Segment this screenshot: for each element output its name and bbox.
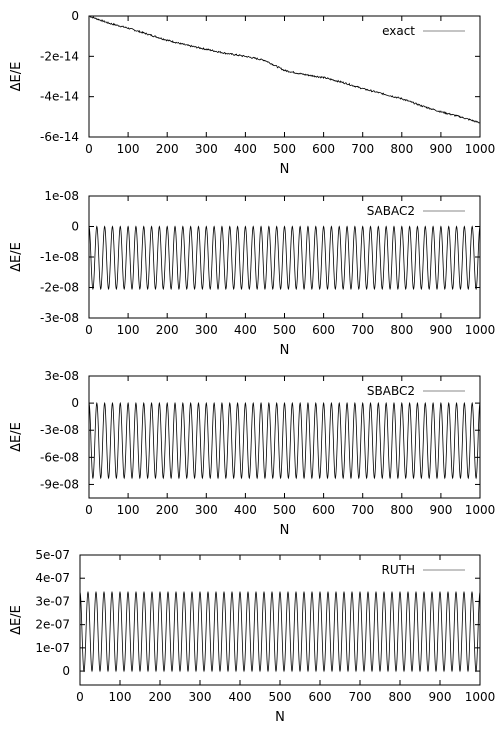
x-tick-label: 300 bbox=[195, 142, 218, 156]
plot-frame bbox=[88, 15, 481, 138]
y-tick-label: 4e-07 bbox=[35, 571, 70, 585]
x-tick-label: 500 bbox=[273, 323, 296, 337]
y-tick-label: 5e-07 bbox=[35, 548, 70, 562]
x-tick-label: 200 bbox=[149, 690, 172, 704]
y-tick-label: 0 bbox=[71, 220, 79, 234]
y-tick-label: 3e-08 bbox=[44, 369, 79, 383]
x-tick-label: 900 bbox=[429, 323, 452, 337]
x-tick-label: 1000 bbox=[465, 503, 496, 517]
y-tick-label: 3e-07 bbox=[35, 594, 70, 608]
x-tick-label: 700 bbox=[351, 323, 374, 337]
x-tick-label: 0 bbox=[85, 142, 93, 156]
x-tick-label: 100 bbox=[117, 503, 140, 517]
x-tick-label: 1000 bbox=[465, 690, 496, 704]
legend-label: SABAC2 bbox=[367, 204, 415, 218]
x-axis-label: N bbox=[280, 523, 290, 538]
x-tick-label: 100 bbox=[109, 690, 132, 704]
x-tick-label: 800 bbox=[390, 503, 413, 517]
plot-frame bbox=[88, 195, 481, 319]
x-tick-label: 600 bbox=[309, 690, 332, 704]
x-tick-label: 700 bbox=[349, 690, 372, 704]
x-tick-label: 100 bbox=[117, 323, 140, 337]
x-axis-label: N bbox=[280, 343, 290, 358]
y-tick-label: -3e-08 bbox=[40, 311, 79, 325]
x-tick-label: 800 bbox=[390, 323, 413, 337]
y-tick-label: -2e-14 bbox=[40, 49, 79, 63]
y-tick-label: -2e-08 bbox=[40, 281, 79, 295]
x-tick-label: 300 bbox=[195, 323, 218, 337]
y-tick-label: -6e-08 bbox=[40, 450, 79, 464]
x-tick-label: 600 bbox=[312, 503, 335, 517]
x-tick-label: 200 bbox=[156, 142, 179, 156]
legend-label: exact bbox=[382, 24, 415, 38]
chart-panel-1: 0 100 200 300 400 500 600 700 800 900 1000 0 -2e-14 -… bbox=[9, 9, 495, 177]
x-tick-label: 500 bbox=[269, 690, 292, 704]
x-tick-label: 800 bbox=[389, 690, 412, 704]
x-tick-label: 200 bbox=[156, 323, 179, 337]
series-line-sbabc2 bbox=[88, 401, 481, 480]
series-line-ruth bbox=[79, 590, 481, 673]
x-tick-label: 700 bbox=[351, 142, 374, 156]
y-tick-label: 0 bbox=[71, 9, 79, 23]
x-tick-label: 900 bbox=[429, 503, 452, 517]
x-tick-label: 200 bbox=[156, 503, 179, 517]
x-tick-label: 300 bbox=[189, 690, 212, 704]
x-tick-label: 500 bbox=[273, 142, 296, 156]
x-tick-label: 100 bbox=[117, 142, 140, 156]
x-tick-label: 300 bbox=[195, 503, 218, 517]
x-tick-label: 1000 bbox=[465, 142, 496, 156]
x-tick-label: 0 bbox=[76, 690, 84, 704]
chart-panel-2: 0 100 200 300 400 500 600 700 800 900 1000 1e-08 0 -1… bbox=[9, 189, 495, 358]
y-tick-label: -9e-08 bbox=[40, 477, 79, 491]
y-tick-label: -4e-14 bbox=[40, 90, 79, 104]
chart-panel-3: 0 100 200 300 400 500 600 700 800 900 1000 3e-08 0 -3… bbox=[9, 369, 495, 538]
y-tick-label: 2e-07 bbox=[35, 618, 70, 632]
y-tick-label: -3e-08 bbox=[40, 423, 79, 437]
x-tick-label: 400 bbox=[234, 503, 257, 517]
x-axis-label: N bbox=[275, 710, 285, 725]
x-tick-label: 900 bbox=[429, 690, 452, 704]
plot-frame bbox=[88, 375, 481, 499]
y-axis-label: ΔE/E bbox=[9, 605, 24, 635]
y-axis-label: ΔE/E bbox=[9, 62, 24, 92]
x-tick-label: 700 bbox=[351, 503, 374, 517]
x-tick-label: 0 bbox=[85, 503, 93, 517]
y-tick-label: 0 bbox=[71, 396, 79, 410]
x-tick-label: 800 bbox=[390, 142, 413, 156]
x-tick-label: 600 bbox=[312, 323, 335, 337]
plot-frame bbox=[79, 554, 481, 686]
y-axis-label: ΔE/E bbox=[9, 242, 24, 272]
x-tick-label: 400 bbox=[234, 323, 257, 337]
x-tick-label: 900 bbox=[429, 142, 452, 156]
y-tick-label: 0 bbox=[62, 664, 70, 678]
legend-label: RUTH bbox=[382, 563, 415, 577]
y-axis-label: ΔE/E bbox=[9, 422, 24, 452]
x-tick-label: 1000 bbox=[465, 323, 496, 337]
x-tick-label: 400 bbox=[229, 690, 252, 704]
chart-panel-4: 0 100 200 300 400 500 600 700 800 900 1000 5e-07 4e-… bbox=[9, 548, 495, 725]
y-tick-label: -6e-14 bbox=[40, 130, 79, 144]
series-line-exact bbox=[88, 15, 481, 124]
x-tick-label: 600 bbox=[312, 142, 335, 156]
x-tick-label: 400 bbox=[234, 142, 257, 156]
legend-label: SBABC2 bbox=[367, 384, 415, 398]
x-tick-label: 500 bbox=[273, 503, 296, 517]
x-tick-label: 0 bbox=[85, 323, 93, 337]
y-tick-label: -1e-08 bbox=[40, 250, 79, 264]
y-tick-label: 1e-07 bbox=[35, 641, 70, 655]
series-line-sabac2 bbox=[88, 225, 481, 291]
y-tick-label: 1e-08 bbox=[44, 189, 79, 203]
x-axis-label: N bbox=[280, 162, 290, 177]
